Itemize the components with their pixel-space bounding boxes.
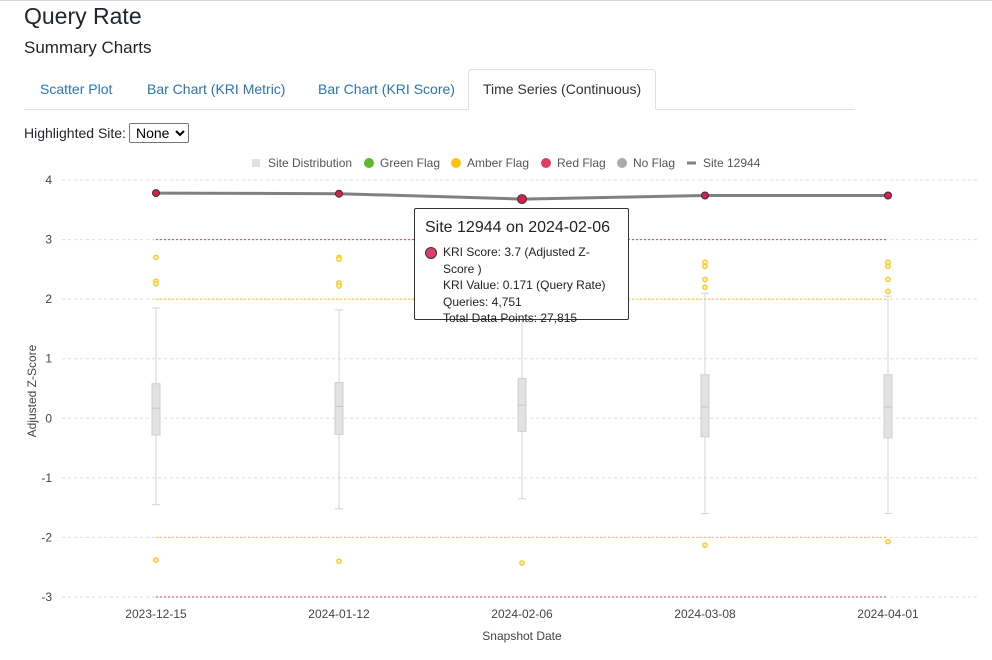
amber-flag-point[interactable] (885, 276, 891, 283)
amber-flag-point[interactable] (702, 276, 708, 283)
x-tick-label: 2023-12-15 (125, 607, 187, 621)
site-distribution-box[interactable] (883, 374, 893, 439)
amber-flag-point[interactable] (702, 284, 708, 291)
page-title: Query Rate (24, 3, 142, 29)
y-tick-label: 4 (45, 173, 52, 187)
legend-swatch (451, 158, 461, 168)
y-axis-title: Adjusted Z-Score (25, 344, 39, 437)
tooltip-kri-value: KRI Value: 0.171 (Query Rate) (443, 278, 606, 292)
highlight-site-select[interactable]: None (128, 123, 189, 143)
amber-flag-point[interactable] (885, 263, 891, 270)
chart-tooltip: Site 12944 on 2024-02-06 KRI Score: 3.7 … (414, 208, 629, 325)
y-tick-label: -1 (41, 471, 52, 485)
legend-swatch (541, 158, 551, 168)
amber-flag-point[interactable] (336, 283, 342, 289)
amber-flag-point[interactable] (153, 254, 159, 261)
site-12944-point[interactable] (152, 189, 160, 198)
section-title: Summary Charts (24, 38, 152, 57)
amber-flag-point[interactable] (153, 557, 159, 563)
site-distribution-box[interactable] (700, 374, 710, 438)
x-axis-title: Snapshot Date (482, 629, 562, 643)
x-tick-label: 2024-02-06 (491, 607, 553, 621)
y-tick-label: -2 (41, 530, 52, 544)
legend-site-distribution-swatch (252, 159, 260, 167)
amber-flag-point[interactable] (702, 263, 708, 270)
tooltip-title: Site 12944 on 2024-02-06 (425, 219, 611, 236)
x-tick-label: 2024-04-01 (857, 607, 919, 621)
tab-scatter-plot[interactable]: Scatter Plot (40, 81, 113, 97)
legend-swatch (617, 158, 627, 168)
x-tick-label: 2024-01-12 (308, 607, 370, 621)
highlight-site-row: Highlighted Site: None (24, 123, 189, 143)
x-tick-label: 2024-03-08 (674, 607, 736, 621)
amber-flag-point[interactable] (885, 288, 891, 295)
tab-bar-chart-kri-score[interactable]: Bar Chart (KRI Score) (318, 81, 455, 97)
tooltip-red-flag-dot (425, 247, 437, 259)
y-tick-label: -3 (41, 590, 52, 604)
y-tick-label: 1 (45, 352, 52, 366)
site-distribution-box[interactable] (334, 382, 344, 435)
amber-flag-point[interactable] (519, 560, 525, 566)
site-distribution-box[interactable] (151, 383, 161, 436)
tooltip-kri-score: KRI Score: 3.7 (Adjusted Z-Score ) (443, 245, 590, 276)
tooltip-total-data-points: Total Data Points: 27,815 (443, 311, 578, 325)
amber-flag-point[interactable] (702, 542, 708, 548)
site-12944-point[interactable] (884, 191, 892, 200)
highlight-site-label: Highlighted Site: (24, 125, 126, 141)
site-12944-point[interactable] (701, 191, 709, 200)
legend-label[interactable]: No Flag (633, 156, 675, 170)
legend-swatch (364, 158, 374, 168)
legend-label[interactable]: Amber Flag (467, 156, 529, 170)
amber-flag-point[interactable] (336, 558, 342, 565)
amber-flag-point[interactable] (153, 280, 159, 287)
tab-bar-chart-kri-metric[interactable]: Bar Chart (KRI Metric) (147, 81, 286, 97)
tooltip-queries: Queries: 4,751 (443, 294, 522, 309)
site-12944-point[interactable] (517, 194, 527, 205)
legend-label[interactable]: Site Distribution (268, 156, 352, 170)
site-12944-point[interactable] (335, 189, 343, 198)
chart-tabs: Scatter Plot Bar Chart (KRI Metric) Bar … (24, 69, 855, 110)
legend-label[interactable]: Green Flag (380, 156, 440, 170)
legend-label[interactable]: Site 12944 (703, 156, 761, 170)
legend-label[interactable]: Red Flag (557, 156, 606, 170)
y-tick-label: 0 (45, 411, 52, 425)
tab-time-series-continuous[interactable]: Time Series (Continuous) (468, 69, 657, 110)
time-series-chart: Site Distribution Green Flag Amber Flag Red… (25, 156, 980, 643)
y-tick-label: 3 (45, 233, 52, 247)
y-tick-label: 2 (45, 292, 52, 306)
amber-flag-point[interactable] (885, 538, 891, 545)
amber-flag-point[interactable] (336, 256, 342, 263)
